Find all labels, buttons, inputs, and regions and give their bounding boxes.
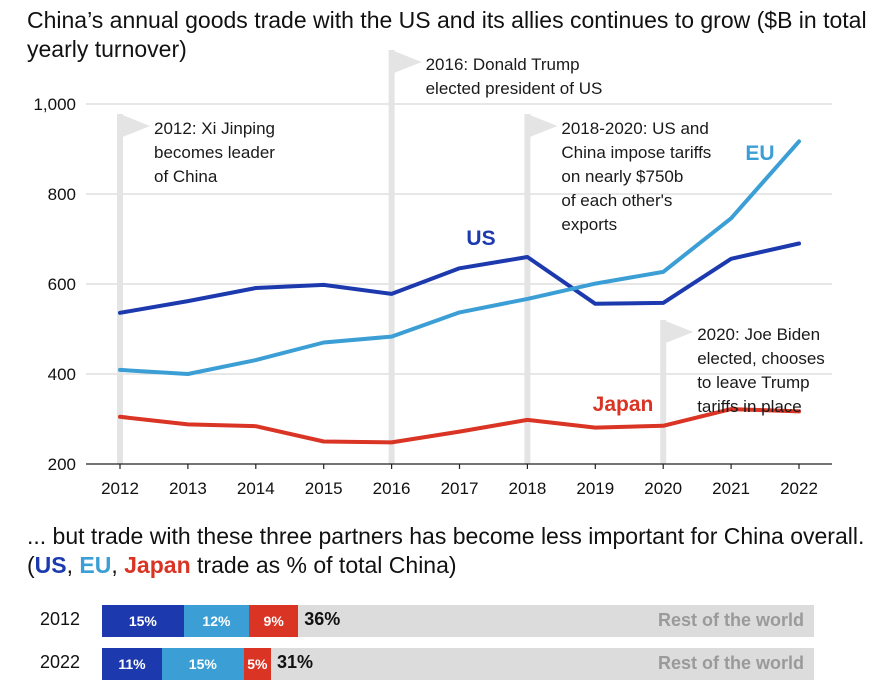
grid-lines (86, 103, 832, 375)
rest-of-world-label: Rest of the world (657, 653, 804, 673)
subtitle-us: US (34, 552, 67, 578)
series-line-eu (118, 139, 801, 376)
share-segment-us: 15% (102, 605, 184, 637)
annotations: 2012: Xi Jinping becomes leader of China 20… (154, 55, 825, 416)
share-segment-us: 11% (102, 648, 162, 680)
x-tick-label: 2014 (237, 479, 275, 498)
annotation-text: of each other's (561, 191, 672, 210)
share-segment-eu: 12% (183, 605, 250, 637)
subtitle-comma: , (111, 552, 125, 578)
subtitle-comma: , (66, 552, 80, 578)
share-total: 31% (276, 652, 313, 672)
flag-pole (117, 114, 123, 464)
chart-title: China’s annual goods trade with the US a… (27, 7, 867, 62)
series-label-eu: EU (745, 142, 774, 165)
annotation-text: elected, chooses (697, 349, 825, 368)
x-tick-label: 2018 (508, 479, 546, 498)
subtitle-tail: trade as % of total China) (190, 552, 457, 578)
y-tick-label: 400 (48, 365, 76, 384)
share-segment-japan: 5% (243, 648, 271, 680)
flag-pennant (663, 320, 694, 344)
annotation-text: of China (154, 167, 218, 186)
annotation-text: China impose tariffs (561, 143, 711, 162)
share-row: 2012 15% 12% 9% 36% Rest of the world (0, 605, 873, 637)
subtitle-japan: Japan (124, 552, 191, 578)
flag-pole (388, 50, 395, 464)
series-lines (118, 139, 801, 445)
flag-pole (524, 114, 531, 464)
subtitle-eu: EU (79, 552, 112, 578)
annotation-text: 2016: Donald Trump (426, 55, 580, 74)
share-segment-japan: 9% (249, 605, 299, 637)
subtitle-lead: ... but trade with these three partners … (27, 523, 865, 578)
annotation-text: exports (561, 215, 617, 234)
y-tick-label: 600 (48, 275, 76, 294)
x-tick-label: 2022 (780, 479, 818, 498)
x-tick-label: 2021 (712, 479, 750, 498)
annotation-text: 2018-2020: US and (561, 119, 708, 138)
share-row-year: 2012 (40, 609, 81, 629)
bar-chart-subtitle: ... but trade with these three partners … (27, 522, 867, 580)
series-label-japan: Japan (593, 393, 654, 416)
rest-of-world-label: Rest of the world (657, 610, 804, 630)
share-total: 36% (304, 609, 341, 629)
x-tick-label: 2013 (169, 479, 207, 498)
y-tick-label: 200 (48, 455, 76, 474)
x-tick-label: 2019 (576, 479, 614, 498)
line-chart: 1,000 800 600 400 200 2012 2013 2014 2015 2016 201… (33, 50, 832, 498)
series-label-us: US (466, 227, 495, 250)
annotation-text: elected president of US (426, 79, 603, 98)
annotation-text: on nearly $750b (561, 167, 683, 186)
annotation-text: becomes leader (154, 143, 275, 162)
share-segment-eu: 15% (161, 648, 244, 680)
series-line-japan (118, 407, 801, 445)
annotation-text: 2012: Xi Jinping (154, 119, 275, 138)
flag-pennant (120, 114, 150, 138)
series-line-us (118, 241, 801, 315)
y-tick-label: 1,000 (33, 95, 76, 114)
annotation-text: tariffs in place (697, 397, 802, 416)
annotation-flags (117, 50, 694, 464)
annotation-text: to leave Trump (697, 373, 809, 392)
flag-pennant (527, 114, 558, 138)
flag-pole (660, 320, 667, 464)
x-tick-label: 2017 (441, 479, 479, 498)
series-labels: US EU Japan (466, 142, 774, 416)
y-tick-label: 800 (48, 185, 76, 204)
flag-pennant (391, 50, 422, 74)
x-tick-label: 2016 (373, 479, 411, 498)
x-tick-label: 2020 (644, 479, 682, 498)
x-tick-label: 2015 (305, 479, 343, 498)
annotation-text: 2020: Joe Biden (697, 325, 820, 344)
axes: 1,000 800 600 400 200 2012 2013 2014 2015 2016 201… (33, 95, 832, 498)
share-row: 2022 11% 15% 5% 31% Rest of the world (0, 648, 873, 680)
share-row-year: 2022 (40, 652, 81, 672)
x-tick-label: 2012 (101, 479, 139, 498)
share-track: 11% 15% 5% 31% Rest of the world (102, 648, 814, 680)
share-track: 15% 12% 9% 36% Rest of the world (102, 605, 814, 637)
